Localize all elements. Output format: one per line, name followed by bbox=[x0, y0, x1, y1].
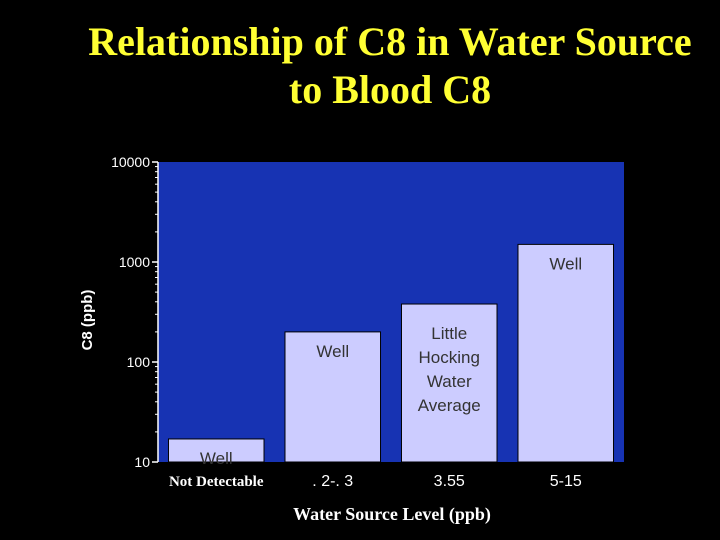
bar-data-label: Little Hocking Water Average bbox=[418, 324, 481, 415]
slide-title: Relationship of C8 in Water Source to Bl… bbox=[40, 18, 720, 114]
x-tick-label: . 2-. 3 bbox=[312, 473, 353, 490]
bar bbox=[284, 331, 382, 463]
bar bbox=[400, 303, 498, 463]
y-tick-label: 100 bbox=[127, 354, 151, 370]
bar bbox=[517, 243, 615, 463]
bars-group: Well Well Little Hocking Water Average Well bbox=[167, 243, 615, 468]
bar-data-label: Well bbox=[549, 254, 582, 273]
y-axis-title: C8 (ppb) bbox=[79, 290, 96, 351]
x-tick-label: 3.55 bbox=[434, 473, 465, 490]
y-axis: 10 100 1000 10000 bbox=[111, 154, 159, 470]
y-tick-label: 10000 bbox=[111, 154, 150, 170]
bar bbox=[167, 438, 265, 463]
bar-data-label: Well bbox=[200, 449, 233, 468]
y-tick-label: 10 bbox=[134, 454, 150, 470]
x-axis-title: Water Source Level (ppb) bbox=[293, 504, 491, 525]
x-tick-label: 5-15 bbox=[550, 473, 582, 490]
y-tick-label: 1000 bbox=[119, 254, 150, 270]
bar-data-label: Well bbox=[316, 342, 349, 361]
x-axis: Not Detectable . 2-. 3 3.55 5-15 bbox=[169, 473, 582, 490]
title-line-2: to Blood C8 bbox=[288, 67, 492, 112]
x-tick-label: Not Detectable bbox=[169, 474, 264, 490]
title-line-1: Relationship of C8 in Water Source bbox=[88, 19, 692, 64]
